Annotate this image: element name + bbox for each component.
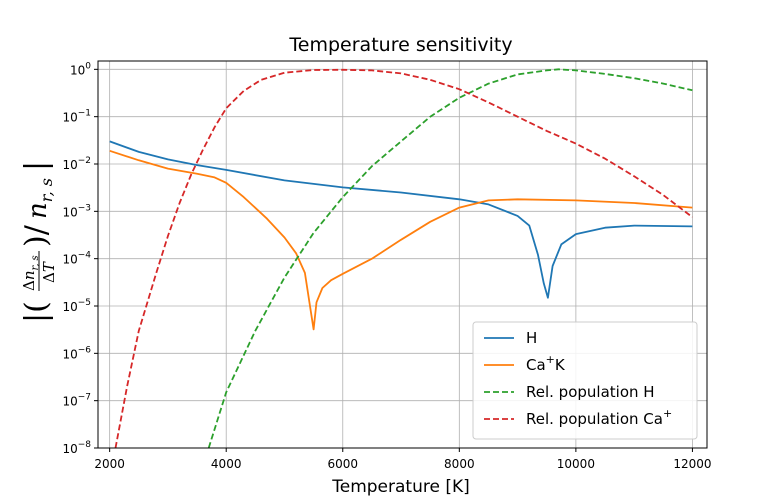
x-axis-label: Temperature [K] [331, 477, 470, 497]
legend-label-ca-k: Ca+K [526, 353, 566, 374]
series-line-ca-k [109, 149, 693, 331]
ticks-layer: 2000 4000 6000 8000 10000 12000 10−8 10−7 10−6 10… [62, 61, 711, 471]
lines-layer [109, 68, 693, 448]
x-tick-label: 8000 [444, 457, 475, 471]
y-tick-label: 10−3 [62, 203, 91, 219]
x-tick-label: 10000 [557, 457, 595, 471]
y-tick-label: 10−8 [62, 440, 91, 456]
legend-frame [472, 321, 698, 440]
y-tick-label: 10−7 [62, 393, 91, 409]
chart-title: Temperature sensitivity [288, 34, 512, 56]
x-tick-label: 12000 [673, 457, 711, 471]
y-tick-label: 10−1 [62, 109, 91, 125]
x-tick-label: 4000 [211, 457, 242, 471]
y-tick-label: 10−5 [62, 298, 91, 314]
svg-text:ΔT: ΔT [40, 261, 58, 283]
grid-layer [98, 61, 707, 449]
y-tick-label: 10−6 [62, 345, 91, 361]
svg-text:)/: )/ [19, 224, 54, 247]
y-tick-label: 100 [70, 61, 91, 77]
legend-label-rel-population-ca: Rel. population Ca+ [526, 407, 672, 428]
legend-label-rel-population-h: Rel. population H [526, 383, 655, 401]
series-line-h [109, 140, 693, 299]
x-tick-label: 6000 [327, 457, 358, 471]
svg-text:|: | [19, 161, 54, 171]
y-tick-label: 10−2 [62, 156, 91, 172]
svg-text:|(: |( [19, 301, 54, 323]
series-line-rel-population-ca [114, 68, 693, 448]
y-tick-label: 10−4 [62, 251, 91, 267]
legend-label-h: H [526, 329, 537, 347]
legend: H Ca+K Rel. population H Rel. population Ca… [472, 321, 698, 440]
y-axis-label: |( Δnr, s ΔT )/ nr, s | [19, 161, 58, 323]
plot-frame [97, 60, 708, 449]
x-tick-label: 2000 [94, 457, 125, 471]
